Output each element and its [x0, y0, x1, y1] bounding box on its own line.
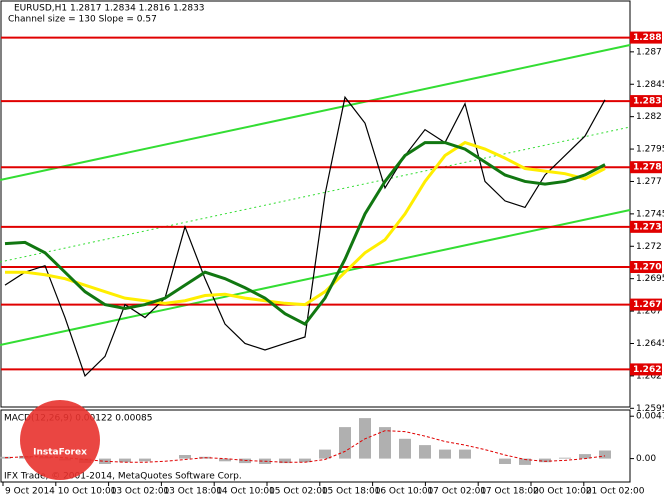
- y-tick-label: 1.277: [636, 177, 662, 187]
- signal-line: [4, 430, 606, 463]
- macd-bar: [519, 458, 531, 465]
- x-tick-label: 13 Oct 18:00: [163, 487, 222, 497]
- macd-bar: [299, 458, 311, 463]
- x-tick-label: 15 Oct 02:00: [269, 487, 328, 497]
- macd-bar: [179, 455, 191, 459]
- channel-mid: [0, 126, 631, 263]
- x-tick-label: 15 Oct 18:00: [322, 487, 381, 497]
- y-tick-label: 1.267: [636, 307, 662, 317]
- x-tick-label: 16 Oct 10:00: [375, 487, 434, 497]
- x-tick-label: 14 Oct 10:00: [216, 487, 275, 497]
- channel-top: [0, 44, 631, 181]
- symbol-header: EURUSD,H1 1.2817 1.2834 1.2816 1.2833: [14, 4, 205, 14]
- y-tick-label: 1.2695: [636, 274, 664, 284]
- x-tick-label: 13 Oct 02:00: [111, 487, 170, 497]
- macd-bar: [439, 449, 451, 459]
- copyright: IFX Trade, © 2001-2014, MetaQuotes Softw…: [4, 472, 242, 482]
- y-tick-label: 1.282: [636, 112, 662, 122]
- y-tick-label: 1.2845: [636, 80, 664, 90]
- level-tag: [630, 95, 662, 108]
- logo-badge: [20, 400, 100, 480]
- level-tag: [630, 298, 662, 311]
- level-label: 1.2675: [633, 300, 664, 310]
- macd-bar: [379, 427, 391, 459]
- macd-bar: [599, 450, 611, 459]
- logo-text: InstaForex: [33, 448, 87, 458]
- x-tick-label: 17 Oct 18:00: [480, 487, 539, 497]
- y-tick-label: 0.00471: [636, 412, 664, 422]
- y-tick-label: 1.262: [636, 371, 662, 381]
- macd-bar: [119, 458, 131, 463]
- y-tick-label: 1.2745: [636, 209, 664, 219]
- price-line: [4, 141, 606, 326]
- macd-bar: [279, 458, 291, 464]
- macd-frame: [0, 409, 631, 483]
- level-tag: [630, 31, 662, 44]
- macd-bar: [399, 438, 411, 459]
- macd-bar: [499, 458, 511, 464]
- y-tick-label: 0.00: [636, 454, 656, 464]
- level-tag: [630, 220, 662, 233]
- y-tick-label: 1.2595: [636, 404, 664, 414]
- y-tick-label: 1.272: [636, 242, 662, 252]
- level-tag: [630, 261, 662, 274]
- level-tag: [630, 161, 662, 174]
- macd-bar: [539, 458, 551, 463]
- level-label: 1.2735: [633, 222, 664, 232]
- level-tag: [630, 363, 662, 376]
- macd-bar: [339, 427, 351, 459]
- macd-bar: [139, 458, 151, 462]
- x-tick-label: 20 Oct 10:00: [533, 487, 592, 497]
- level-label: 1.2704: [633, 263, 664, 273]
- y-tick-label: 1.287: [636, 47, 662, 57]
- macd-bar: [319, 449, 331, 459]
- level-label: 1.2625: [633, 365, 664, 375]
- price-line: [5, 140, 606, 307]
- main-frame: [0, 0, 631, 408]
- y-tick-label: 1.2645: [636, 339, 664, 349]
- x-tick-label: 10 Oct 10:00: [58, 487, 117, 497]
- x-tick-label: 17 Oct 02:00: [427, 487, 486, 497]
- level-label: 1.2832: [633, 97, 664, 107]
- y-tick-label: 1.2795: [636, 145, 664, 155]
- macd-bar: [459, 449, 471, 459]
- channel-info: Channel size = 130 Slope = 0.57: [8, 15, 157, 25]
- macd-bar: [559, 457, 571, 459]
- x-tick-label: 9 Oct 2014: [5, 487, 55, 497]
- logo: InstaForex: [20, 400, 100, 480]
- channel-bottom: [0, 209, 631, 346]
- price-line: [4, 95, 606, 377]
- x-tick-label: 21 Oct 02:00: [586, 487, 645, 497]
- macd-bar: [219, 458, 231, 462]
- macd-bar: [419, 445, 431, 459]
- macd-bar: [579, 454, 591, 459]
